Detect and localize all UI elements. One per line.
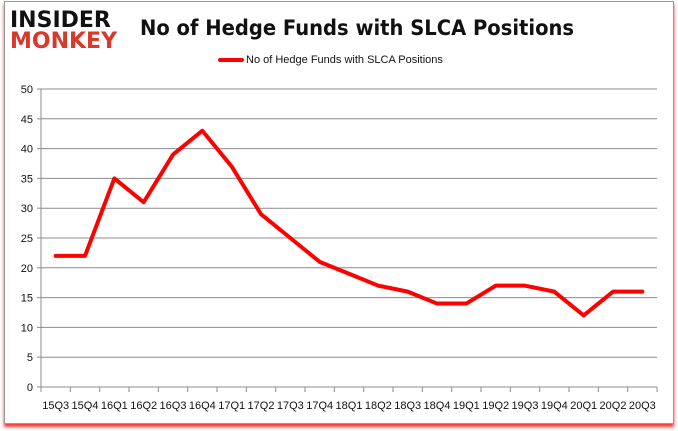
y-tick-label: 10 xyxy=(21,322,33,334)
x-tick-label: 19Q3 xyxy=(512,400,539,412)
series-line xyxy=(53,128,645,318)
y-tick-label: 35 xyxy=(21,173,33,185)
y-tick-label: 45 xyxy=(21,114,33,126)
insider-monkey-logo: INSIDER MONKEY xyxy=(10,8,118,54)
y-tick-label: 0 xyxy=(27,382,33,394)
y-tick-label: 20 xyxy=(21,263,33,275)
x-tick-label: 18Q3 xyxy=(394,400,421,412)
chart-title: No of Hedge Funds with SLCA Positions xyxy=(140,16,575,40)
legend-label: No of Hedge Funds with SLCA Positions xyxy=(246,54,443,66)
x-tick-label: 18Q4 xyxy=(424,400,451,412)
x-tick-label: 20Q2 xyxy=(600,400,627,412)
x-tick-label: 16Q2 xyxy=(130,400,157,412)
x-tick-label: 20Q1 xyxy=(570,400,597,412)
y-tick-label: 30 xyxy=(21,203,33,215)
x-tick-label: 16Q1 xyxy=(101,400,128,412)
y-tick-label: 5 xyxy=(27,352,33,364)
x-tick-label: 18Q2 xyxy=(365,400,392,412)
y-tick-label: 50 xyxy=(21,84,33,96)
x-tick-label: 18Q1 xyxy=(336,400,363,412)
logo-line2: MONKEY xyxy=(10,29,118,54)
x-tick-label: 20Q3 xyxy=(629,400,656,412)
x-tick-label: 16Q4 xyxy=(189,400,216,412)
x-tick-label: 19Q4 xyxy=(541,400,568,412)
x-tick-label: 17Q3 xyxy=(277,400,304,412)
y-tick-label: 40 xyxy=(21,144,33,156)
legend-swatch xyxy=(218,58,244,62)
chart-frame xyxy=(4,1,674,424)
x-tick-label: 19Q2 xyxy=(482,400,509,412)
x-tick-label: 15Q3 xyxy=(42,400,69,412)
x-tick-label: 19Q1 xyxy=(453,400,480,412)
x-tick-label: 17Q4 xyxy=(306,400,333,412)
y-tick-label: 15 xyxy=(21,293,33,305)
x-tick-label: 17Q1 xyxy=(218,400,245,412)
x-tick-label: 15Q4 xyxy=(72,400,99,412)
x-tick-label: 16Q3 xyxy=(160,400,187,412)
legend: No of Hedge Funds with SLCA Positions xyxy=(218,54,443,66)
logo-line1: INSIDER xyxy=(10,8,111,33)
x-tick-label: 17Q2 xyxy=(248,400,275,412)
y-tick-label: 25 xyxy=(21,233,33,245)
